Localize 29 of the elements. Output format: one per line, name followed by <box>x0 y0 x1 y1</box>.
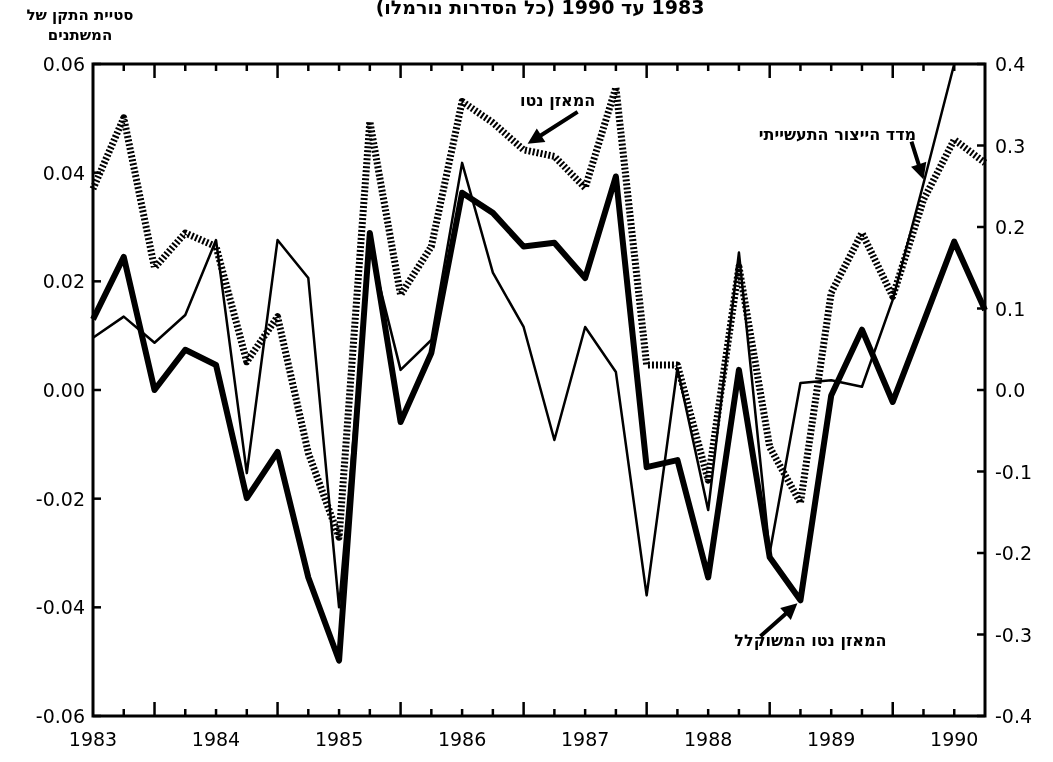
x-tick-label: 1988 <box>683 728 733 750</box>
y2-tick-label: -0.1 <box>995 460 1033 483</box>
y2-tick-label: 0.2 <box>995 216 1026 238</box>
y-tick-label: -0.04 <box>35 596 85 619</box>
y2-tick-label: 0.3 <box>995 134 1026 157</box>
annotation: המאזן נטו המשוקלל <box>734 631 887 651</box>
y-tick-label: 0.02 <box>42 270 85 293</box>
y-axis-title: סטיית התקן של המשתנים <box>26 6 134 44</box>
y-tick-label: -0.06 <box>35 705 85 727</box>
x-tick-label: 1983 <box>68 728 118 750</box>
y2-tick-label: -0.3 <box>995 623 1033 646</box>
y2-tick-label: 0.0 <box>995 379 1026 401</box>
y-tick-label: -0.02 <box>35 487 85 510</box>
x-tick-label: 1987 <box>560 728 610 750</box>
x-tick-label: 1989 <box>807 728 856 750</box>
chart-title: 1983 עד 1990 (כל הסדרות נורמלו) <box>375 0 705 18</box>
x-tick-label: 1990 <box>930 728 979 750</box>
y2-tick-label: 0.4 <box>995 53 1026 75</box>
y2-tick-label: -0.2 <box>995 542 1033 564</box>
y-tick-label: 0.00 <box>42 379 85 401</box>
annotation: מדד הייצור התעשייתי <box>758 124 917 144</box>
y2-tick-label: -0.4 <box>995 705 1033 727</box>
y2-tick-label: 0.1 <box>995 297 1026 320</box>
x-tick-label: 1986 <box>437 728 487 750</box>
x-tick-label: 1984 <box>191 728 241 750</box>
x-tick-label: 1985 <box>314 728 364 750</box>
y-tick-label: 0.04 <box>42 161 85 184</box>
annotation: המאזן נטו <box>519 90 596 110</box>
y-tick-label: 0.06 <box>42 53 85 75</box>
